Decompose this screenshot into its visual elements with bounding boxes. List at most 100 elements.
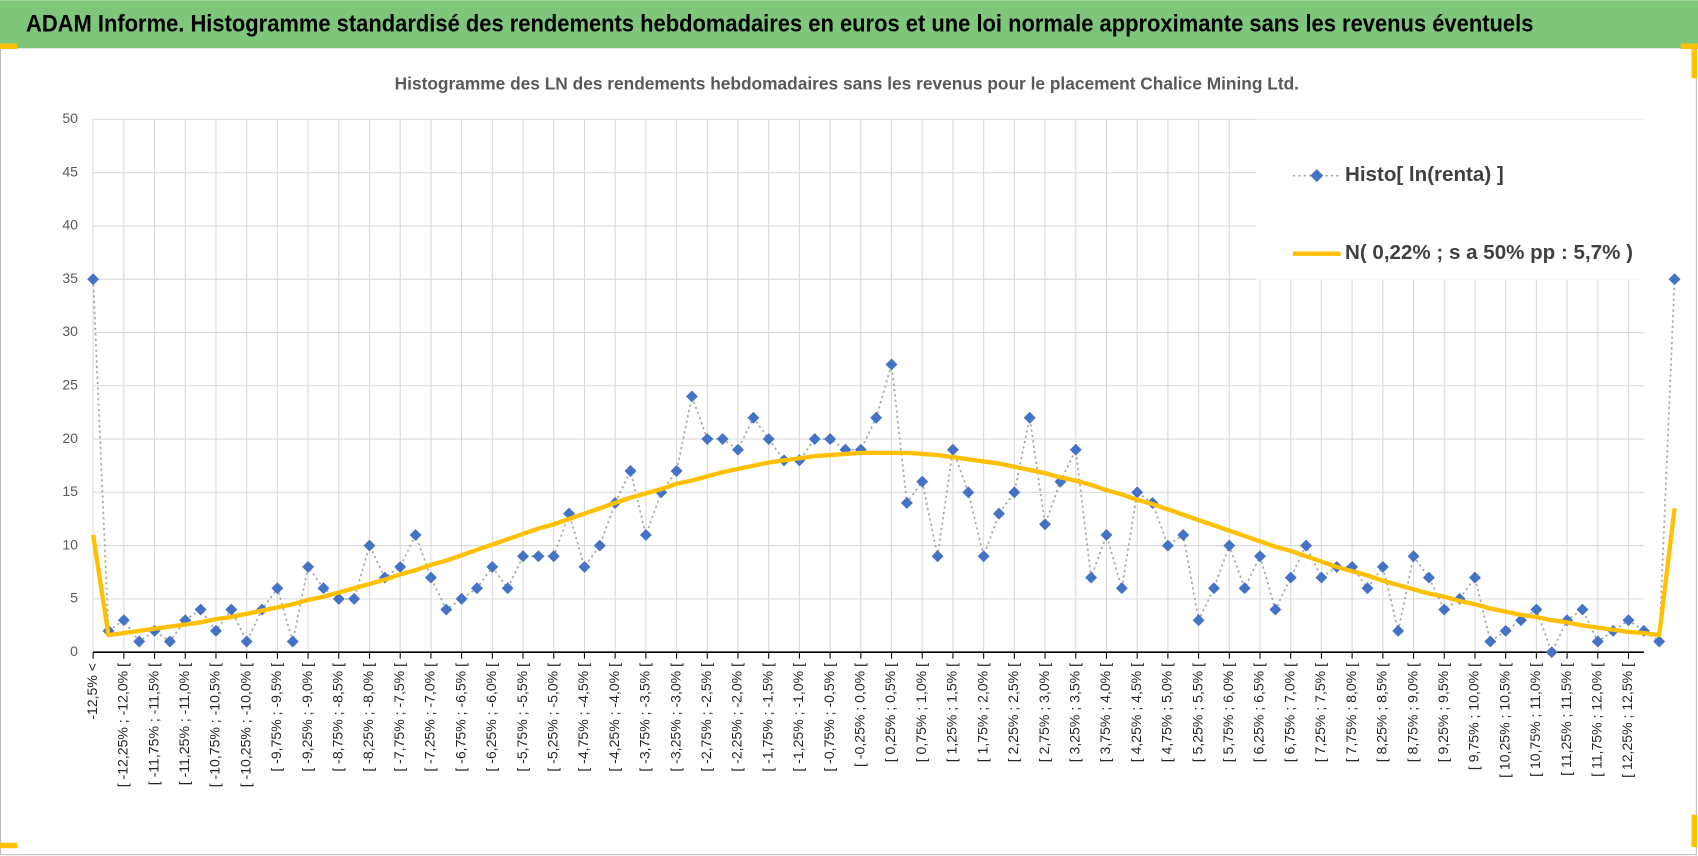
data-point — [1300, 539, 1313, 552]
y-tick-label: 20 — [62, 430, 78, 446]
data-point — [1192, 614, 1205, 627]
data-point — [1530, 603, 1543, 616]
data-point — [1484, 635, 1497, 648]
data-point — [1085, 571, 1098, 584]
x-tick-label: [ -3,25% ; -3,0% [ — [667, 663, 683, 772]
data-point — [1269, 603, 1282, 616]
x-tick-label: [ -4,75% ; -4,5% [ — [575, 663, 591, 772]
data-point — [670, 465, 683, 477]
x-tick-label: [ 1,25% ; 1,5% [ — [944, 663, 960, 762]
data-point — [455, 592, 468, 605]
data-point — [885, 358, 898, 371]
data-point — [639, 528, 652, 541]
data-point — [271, 582, 284, 595]
x-tick-label: [ 3,75% ; 4,0% [ — [1097, 663, 1113, 762]
x-tick-label: [ 0,25% ; 0,5% [ — [882, 663, 898, 762]
x-tick-label: [ -0,75% ; -0,5% [ — [821, 663, 837, 772]
x-tick-label: [ -12,25% ; -12,0% [ — [115, 663, 131, 787]
data-point — [1039, 518, 1052, 531]
x-tick-label: [ -10,75% ; -10,5% [ — [207, 663, 223, 787]
header-bar — [0, 0, 1698, 48]
data-point — [1207, 582, 1220, 595]
x-tick-label: [ 2,25% ; 2,5% [ — [1005, 663, 1021, 762]
data-point — [1653, 635, 1666, 648]
y-tick-label: 50 — [62, 110, 78, 126]
x-tick-label: [ 1,75% ; 2,0% [ — [974, 663, 990, 762]
data-point — [808, 433, 821, 446]
legend-label: Histo[ ln(renta) ] — [1345, 163, 1504, 186]
x-tick-label: [ 9,75% ; 10,0% [ — [1466, 663, 1482, 770]
data-point — [117, 614, 130, 627]
data-point — [1576, 603, 1589, 616]
data-point — [240, 635, 253, 648]
x-tick-label: [ 10,75% ; 11,0% [ — [1527, 663, 1543, 777]
corner-mark — [1691, 47, 1697, 79]
y-tick-label: 45 — [62, 163, 78, 179]
x-tick-label: [ -1,75% ; -1,5% [ — [759, 663, 775, 772]
x-tick-label: [ 9,25% ; 9,5% [ — [1435, 663, 1451, 762]
data-point — [225, 603, 238, 616]
y-tick-label: 35 — [62, 270, 78, 286]
data-point — [394, 560, 407, 573]
data-point — [824, 433, 837, 446]
y-tick-label: 30 — [62, 323, 78, 339]
x-tick-label: [ 6,75% ; 7,0% [ — [1281, 663, 1297, 762]
data-point — [1023, 411, 1036, 424]
data-point — [593, 539, 606, 552]
x-tick-label: [ 6,25% ; 6,5% [ — [1251, 663, 1267, 762]
x-tick-label: [ 0,75% ; 1,0% [ — [913, 663, 929, 762]
x-tick-label: [ -8,25% ; -8,0% [ — [360, 663, 376, 772]
x-tick-label: [ 10,25% ; 10,5% [ — [1496, 663, 1512, 778]
x-tick-label: [ 12,25% ; 12,5% [ — [1619, 663, 1635, 778]
series-line — [92, 279, 1676, 655]
x-tick-label: [ -10,25% ; -10,0% [ — [237, 663, 253, 787]
data-point — [962, 486, 975, 499]
data-point — [1161, 539, 1174, 552]
data-point — [440, 603, 453, 616]
data-point — [501, 582, 514, 595]
x-tick-label: [ -0,25% ; 0,0% [ — [852, 663, 868, 767]
data-point — [1668, 273, 1681, 286]
header-title: ADAM Informe. Histogramme standardisé de… — [26, 10, 1533, 37]
y-tick-label: 0 — [70, 643, 78, 659]
legend-swatch — [1310, 169, 1324, 183]
x-tick-label: [ 8,75% ; 9,0% [ — [1404, 663, 1420, 762]
y-tick-label: 15 — [62, 483, 78, 499]
y-tick-label: 5 — [70, 590, 78, 606]
y-tick-label: 40 — [62, 217, 78, 233]
data-point — [762, 433, 775, 446]
data-point — [163, 635, 176, 648]
data-point — [1622, 614, 1635, 627]
x-tick-label: [ 11,25% ; 11,5% [ — [1558, 663, 1574, 776]
plot-area — [87, 273, 1681, 659]
data-point — [471, 582, 483, 595]
legend-label: N( 0,22% ; s a 50% pp : 5,7% ) — [1345, 241, 1633, 264]
series-line — [90, 450, 1677, 638]
x-tick-label: [ -2,25% ; -2,0% [ — [729, 663, 745, 772]
x-tick-label: [ -5,75% ; -5,5% [ — [514, 663, 530, 772]
x-tick-label: -12,5% < — [84, 663, 100, 720]
grid: -12,5% < [ -12,25% ; -12,0% [[ -11,75% ; … — [62, 110, 1644, 787]
x-tick-label: [ 7,75% ; 8,0% [ — [1343, 663, 1359, 762]
x-tick-label: [ -6,75% ; -6,5% [ — [452, 663, 468, 772]
x-tick-label: [ -1,25% ; -1,0% [ — [790, 663, 806, 772]
data-point — [1115, 582, 1128, 595]
x-tick-label: [ 8,25% ; 8,5% [ — [1374, 663, 1390, 762]
x-tick-label: [ 4,25% ; 4,5% [ — [1128, 663, 1144, 762]
data-point — [1545, 646, 1558, 659]
y-tick-label: 10 — [62, 536, 78, 552]
x-tick-label: [ 4,75% ; 5,0% [ — [1159, 663, 1175, 762]
data-point — [1238, 582, 1251, 595]
data-point — [302, 560, 315, 573]
x-tick-label: [ -7,75% ; -7,5% [ — [391, 663, 407, 772]
x-tick-label: [ -9,25% ; -9,0% [ — [299, 663, 315, 772]
data-point — [87, 273, 100, 286]
data-point — [409, 528, 422, 541]
corner-mark — [1680, 43, 1698, 49]
x-tick-label: [ -6,25% ; -6,0% [ — [483, 663, 499, 772]
x-tick-label: [ -3,75% ; -3,5% [ — [637, 663, 653, 772]
data-point — [900, 497, 913, 509]
x-tick-label: [ -7,25% ; -7,0% [ — [422, 663, 438, 772]
